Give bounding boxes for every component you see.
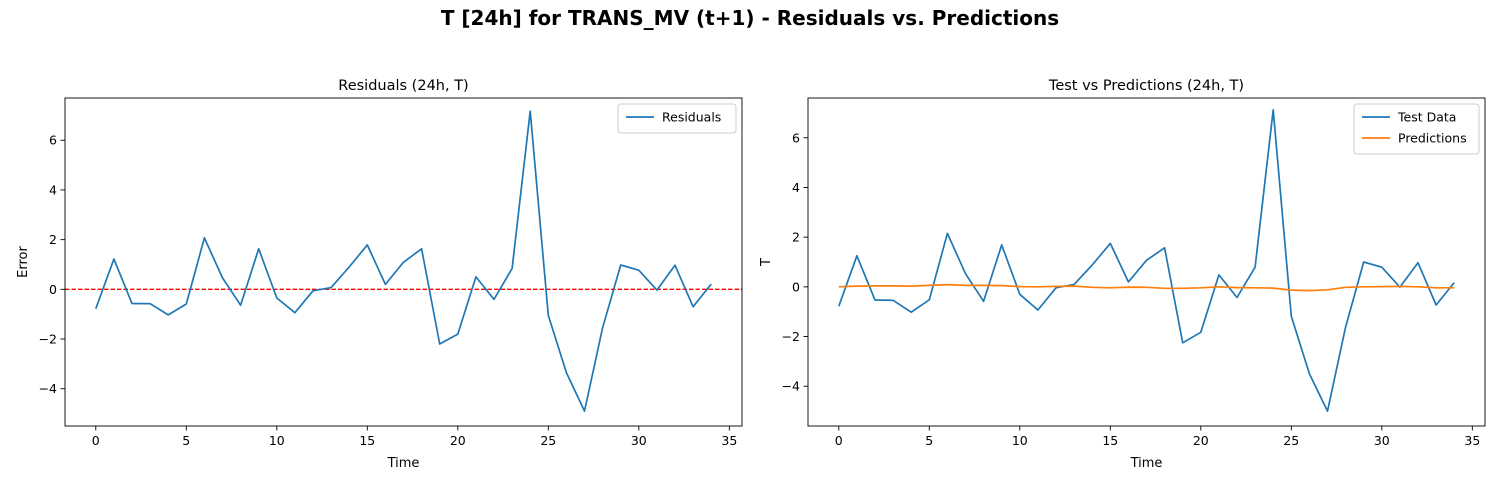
y-axis-label: T (759, 258, 774, 267)
x-tick-label: 35 (1464, 433, 1480, 448)
series-line-residuals (95, 110, 712, 412)
y-tick-label: 2 (792, 230, 800, 245)
x-tick-label: 10 (269, 433, 285, 448)
x-axis-label: Time (1130, 456, 1163, 471)
x-tick-label: 5 (925, 433, 933, 448)
test-vs-predictions-chart: Test vs Predictions (24h, T)0 5 10 15 20 25 30… (759, 78, 1486, 471)
y-tick-label: −4 (782, 379, 800, 394)
y-tick-label: 2 (49, 232, 57, 247)
x-tick-label: 15 (359, 433, 375, 448)
x-tick-label: 35 (721, 433, 737, 448)
chart-title: Residuals (24h, T) (338, 78, 468, 94)
x-tick-label: 15 (1102, 433, 1118, 448)
x-tick-label: 30 (1374, 433, 1390, 448)
series-line-test-data (838, 109, 1455, 412)
legend-label: Residuals (662, 110, 721, 125)
plot-frame (64, 97, 743, 427)
y-tick-label: 6 (792, 130, 800, 145)
x-tick-label: 5 (182, 433, 190, 448)
y-tick-label: 6 (49, 133, 57, 148)
y-tick-label: −4 (39, 381, 57, 396)
y-tick-label: −2 (39, 332, 57, 347)
y-tick-label: −2 (782, 329, 800, 344)
x-tick-label: 10 (1012, 433, 1028, 448)
x-tick-label: 0 (92, 433, 100, 448)
legend-box (617, 103, 737, 134)
x-tick-label: 30 (631, 433, 647, 448)
chart-title: Test vs Predictions (24h, T) (1048, 78, 1244, 94)
y-axis-label: Error (16, 246, 31, 278)
x-tick-label: 20 (450, 433, 466, 448)
x-tick-label: 0 (835, 433, 843, 448)
legend-label: Test Data (1397, 110, 1456, 125)
x-tick-label: 25 (1283, 433, 1299, 448)
y-tick-label: 4 (49, 182, 57, 197)
x-tick-label: 20 (1193, 433, 1209, 448)
residuals-chart: Residuals (24h, T) 0 5 10 15 20 25 30 35 −4 −2 0 2 4 6… (16, 78, 743, 471)
y-tick-label: 0 (792, 279, 800, 294)
figure-title: T [24h] for TRANS_MV (t+1) - Residuals v… (440, 6, 1060, 30)
y-tick-label: 0 (49, 282, 57, 297)
x-tick-label: 25 (540, 433, 556, 448)
y-tick-label: 4 (792, 180, 800, 195)
x-axis-label: Time (387, 456, 420, 471)
legend-label: Predictions (1398, 131, 1467, 146)
series-line-predictions (838, 283, 1455, 292)
plot-frame (807, 97, 1486, 427)
